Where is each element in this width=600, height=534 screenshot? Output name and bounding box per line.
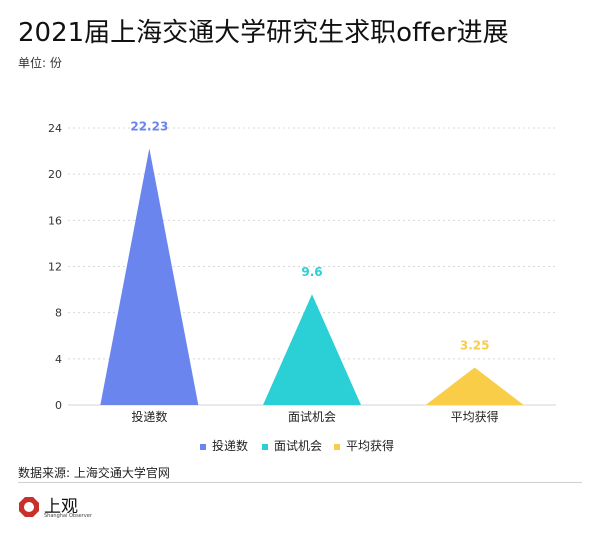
legend-label: 面试机会 (274, 438, 322, 453)
y-tick-label: 0 (55, 399, 62, 412)
x-axis-labels: 投递数 面试机会 平均获得 (131, 409, 498, 424)
legend-label: 投递数 (212, 438, 248, 453)
legend-label: 平均获得 (346, 438, 394, 453)
data-label: 22.23 (130, 119, 168, 133)
legend: 投递数 面试机会 平均获得 (200, 438, 394, 453)
y-tick-label: 20 (48, 168, 62, 181)
data-label: 3.25 (460, 338, 490, 352)
y-tick-label: 16 (48, 214, 62, 227)
x-tick-label: 平均获得 (451, 409, 499, 424)
chart-marks (100, 148, 524, 405)
triangle-mark (100, 148, 199, 405)
footer-divider (18, 482, 582, 483)
y-tick-label: 8 (55, 307, 62, 320)
logo-subtext: Shanghai Observer (44, 513, 92, 519)
triangle-mark (425, 367, 524, 405)
value-labels: 22.23 9.6 3.25 (130, 119, 489, 352)
x-tick-label: 投递数 (131, 409, 167, 424)
unit-label: 单位: 份 (18, 56, 62, 70)
y-tick-label: 12 (48, 261, 62, 274)
logo-text: 上观 (44, 497, 78, 517)
legend-swatch (262, 444, 268, 450)
y-tick-label: 24 (48, 122, 62, 135)
logo-icon (19, 497, 39, 517)
chart-title: 2021届上海交通大学研究生求职offer进展 (18, 18, 509, 48)
legend-swatch (334, 444, 340, 450)
y-axis-ticks: 0 4 8 12 16 20 24 (48, 122, 62, 412)
y-tick-label: 4 (55, 353, 62, 366)
legend-swatch (200, 444, 206, 450)
shanghai-observer-logo: 上观 Shanghai Observer (18, 490, 98, 526)
data-source: 数据来源: 上海交通大学官网 (18, 466, 170, 480)
triangle-mark (263, 294, 361, 405)
data-label: 9.6 (301, 265, 322, 279)
x-tick-label: 面试机会 (288, 409, 336, 424)
